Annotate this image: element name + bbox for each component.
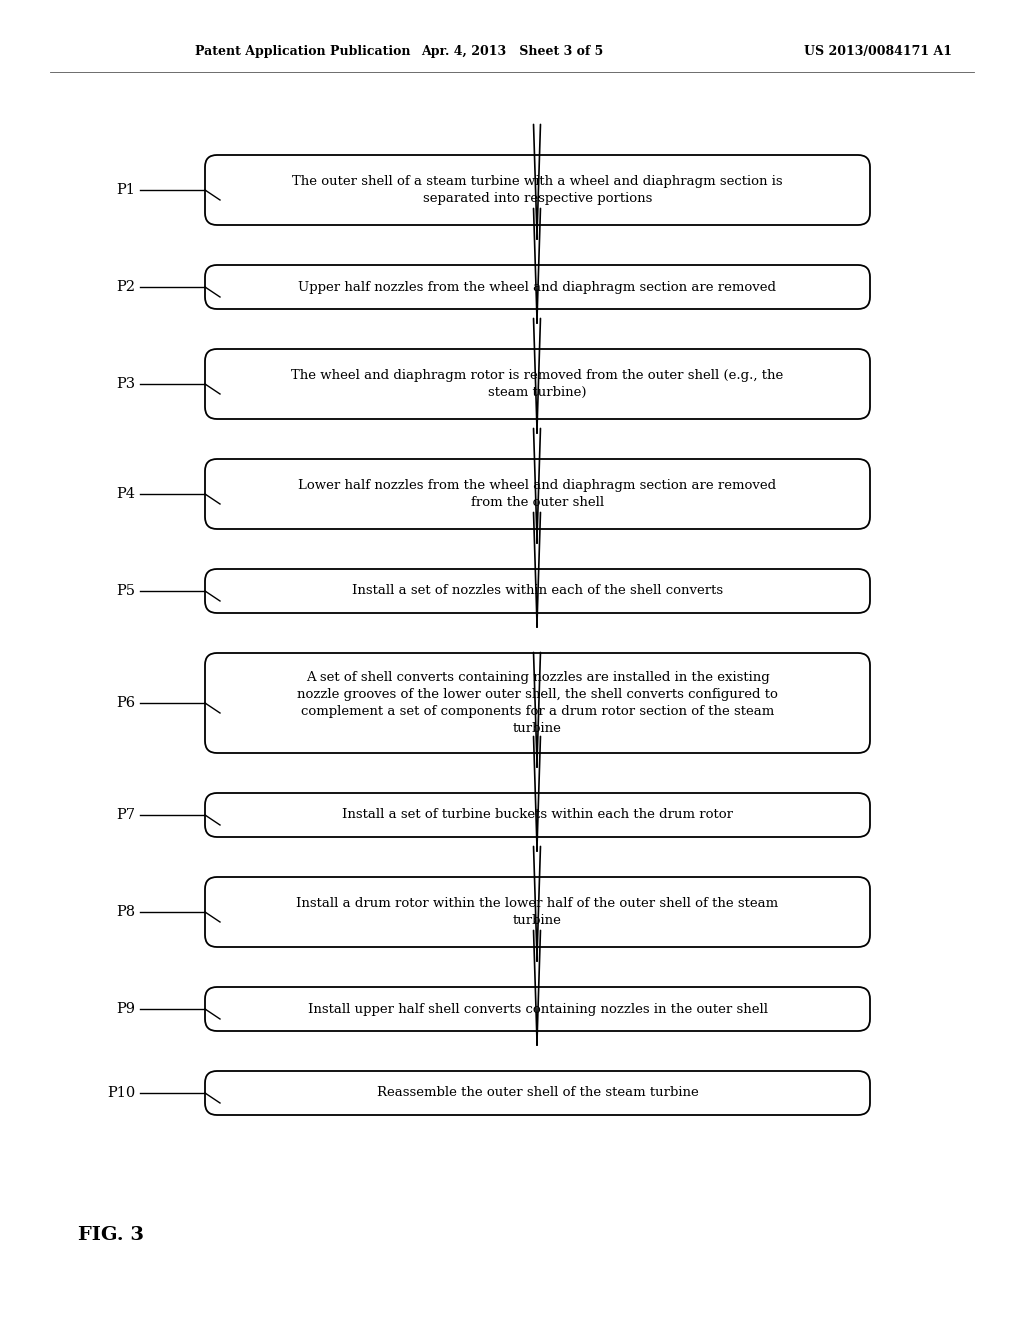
- Text: A set of shell converts containing nozzles are installed in the existing
nozzle : A set of shell converts containing nozzl…: [297, 671, 778, 735]
- Text: P9: P9: [116, 1002, 135, 1016]
- FancyBboxPatch shape: [205, 1071, 870, 1115]
- FancyBboxPatch shape: [205, 265, 870, 309]
- Text: Lower half nozzles from the wheel and diaphragm section are removed
from the out: Lower half nozzles from the wheel and di…: [298, 479, 776, 510]
- FancyBboxPatch shape: [205, 569, 870, 612]
- Text: Install a set of nozzles within each of the shell converts: Install a set of nozzles within each of …: [352, 585, 723, 598]
- Text: P7: P7: [116, 808, 135, 822]
- Text: P6: P6: [116, 696, 135, 710]
- Text: Upper half nozzles from the wheel and diaphragm section are removed: Upper half nozzles from the wheel and di…: [299, 281, 776, 293]
- FancyBboxPatch shape: [205, 348, 870, 418]
- Text: Install a drum rotor within the lower half of the outer shell of the steam
turbi: Install a drum rotor within the lower ha…: [296, 898, 778, 927]
- Text: P10: P10: [106, 1086, 135, 1100]
- Text: P2: P2: [116, 280, 135, 294]
- Text: Reassemble the outer shell of the steam turbine: Reassemble the outer shell of the steam …: [377, 1086, 698, 1100]
- Text: Install upper half shell converts containing nozzles in the outer shell: Install upper half shell converts contai…: [307, 1002, 768, 1015]
- FancyBboxPatch shape: [205, 987, 870, 1031]
- FancyBboxPatch shape: [205, 459, 870, 529]
- Text: Apr. 4, 2013   Sheet 3 of 5: Apr. 4, 2013 Sheet 3 of 5: [421, 45, 603, 58]
- Text: P4: P4: [116, 487, 135, 502]
- Text: P3: P3: [116, 378, 135, 391]
- FancyBboxPatch shape: [205, 793, 870, 837]
- Text: P1: P1: [116, 183, 135, 197]
- FancyBboxPatch shape: [205, 653, 870, 752]
- Text: The outer shell of a steam turbine with a wheel and diaphragm section is
separat: The outer shell of a steam turbine with …: [292, 176, 782, 205]
- Text: P8: P8: [116, 906, 135, 919]
- Text: The wheel and diaphragm rotor is removed from the outer shell (e.g., the
steam t: The wheel and diaphragm rotor is removed…: [292, 370, 783, 399]
- FancyBboxPatch shape: [205, 154, 870, 224]
- Text: US 2013/0084171 A1: US 2013/0084171 A1: [804, 45, 952, 58]
- Text: FIG. 3: FIG. 3: [78, 1226, 144, 1243]
- Text: Patent Application Publication: Patent Application Publication: [195, 45, 411, 58]
- Text: P5: P5: [116, 583, 135, 598]
- FancyBboxPatch shape: [205, 876, 870, 946]
- Text: Install a set of turbine buckets within each the drum rotor: Install a set of turbine buckets within …: [342, 808, 733, 821]
